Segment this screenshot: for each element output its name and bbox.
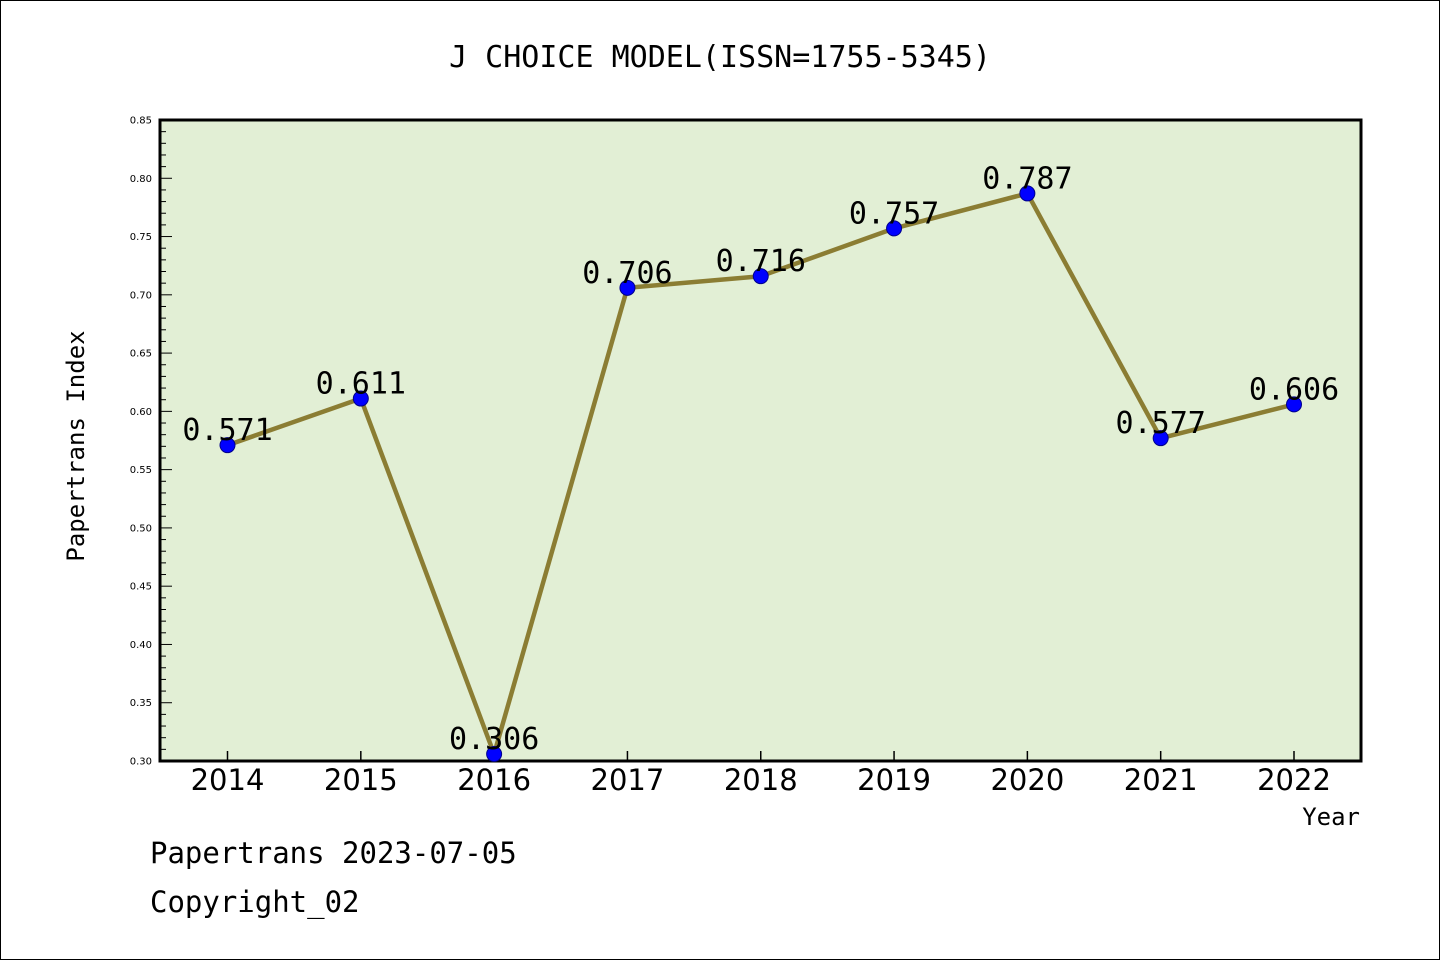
data-label: 0.611 bbox=[316, 367, 406, 402]
y-axis-label: Papertrans Index bbox=[62, 330, 90, 561]
footer-date: Papertrans 2023-07-05 bbox=[150, 836, 517, 870]
data-point bbox=[486, 746, 503, 763]
data-label: 0.571 bbox=[182, 413, 272, 448]
footer-copyright: Copyright_02 bbox=[150, 885, 360, 919]
data-label: 0.577 bbox=[1116, 406, 1206, 441]
y-tick-label: 0.65 bbox=[130, 349, 152, 360]
y-minor-ticks bbox=[160, 131, 166, 750]
data-label: 0.716 bbox=[716, 244, 806, 279]
series-layer bbox=[219, 185, 1302, 763]
data-point bbox=[619, 279, 636, 296]
data-point bbox=[1152, 430, 1169, 447]
data-point bbox=[752, 268, 769, 285]
x-tick-label: 2014 bbox=[191, 763, 265, 797]
x-tick-label: 2018 bbox=[724, 763, 798, 797]
chart-title: J CHOICE MODEL(ISSN=1755-5345) bbox=[449, 40, 991, 75]
data-point bbox=[219, 437, 236, 454]
y-tick-label: 0.40 bbox=[130, 640, 152, 651]
data-point bbox=[352, 390, 369, 407]
y-tick-label: 0.50 bbox=[130, 523, 152, 534]
x-axis-ticks: 2014 2015 2016 2017 2018 2019 2020 2021 2022 bbox=[191, 751, 1331, 797]
data-point bbox=[1286, 396, 1302, 413]
x-tick-label: 2020 bbox=[990, 763, 1064, 797]
data-label: 0.757 bbox=[849, 196, 939, 231]
data-labels: 0.571 0.611 0.306 0.706 0.716 0.757 0.787 0.577… bbox=[182, 161, 1339, 757]
y-tick-label: 0.45 bbox=[130, 582, 152, 593]
data-label: 0.706 bbox=[582, 256, 672, 291]
y-tick-label: 0.35 bbox=[130, 698, 152, 709]
data-point bbox=[886, 220, 903, 237]
y-tick-label: 0.30 bbox=[130, 757, 152, 768]
y-tick-label: 0.75 bbox=[130, 232, 152, 243]
x-tick-label: 2017 bbox=[591, 763, 665, 797]
x-tick-label: 2019 bbox=[857, 763, 931, 797]
x-tick-label: 2021 bbox=[1124, 763, 1198, 797]
x-tick-label: 2022 bbox=[1257, 763, 1331, 797]
data-label: 0.606 bbox=[1249, 372, 1339, 407]
y-tick-label: 0.55 bbox=[130, 465, 152, 476]
x-tick-label: 2015 bbox=[324, 763, 398, 797]
y-tick-label: 0.80 bbox=[130, 174, 152, 185]
data-label: 0.787 bbox=[982, 161, 1072, 196]
data-label: 0.306 bbox=[449, 722, 539, 757]
y-axis-ticks: 0.30 0.35 0.40 0.45 0.50 0.55 0.60 0.65 0.70 0.75… bbox=[130, 116, 172, 768]
x-axis-label: Year bbox=[1302, 803, 1360, 831]
data-point bbox=[1019, 185, 1036, 202]
y-tick-label: 0.70 bbox=[130, 290, 152, 301]
x-tick-label: 2016 bbox=[457, 763, 531, 797]
y-tick-label: 0.60 bbox=[130, 407, 152, 418]
y-tick-label: 0.85 bbox=[130, 116, 152, 127]
